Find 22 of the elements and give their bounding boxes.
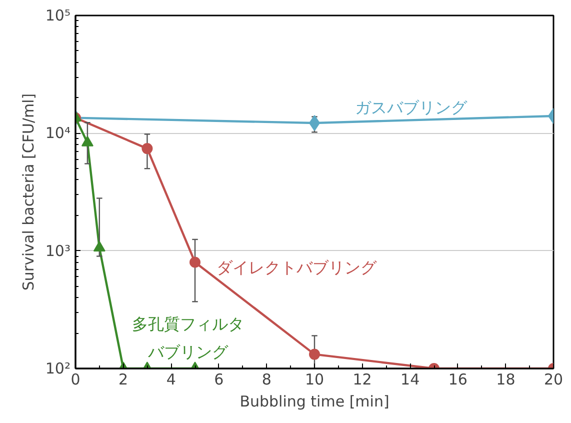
x-tick-label: 16 [448,370,468,388]
x-tick-label: 2 [118,370,128,388]
y-axis-title: Survival bacteria [CFU/ml] [19,93,38,291]
y-tick-label: 10³ [45,242,71,260]
series-label: ガスバブリング [355,98,468,117]
x-tick-label: 20 [544,370,564,388]
x-tick-label: 8 [262,370,272,388]
x-axis-title: Bubbling time [min] [240,392,390,410]
x-tick-label: 0 [70,370,80,388]
series-label: ダイレクトバブリング [216,258,378,277]
x-tick-label: 10 [304,370,324,388]
y-tick-label: 10⁴ [45,124,71,142]
x-tick-label: 6 [214,370,224,388]
y-tick-label: 10² [45,360,71,378]
series-label: 多孔質フィルタバブリング [132,314,244,362]
x-tick-label: 14 [400,370,420,388]
x-tick-label: 18 [496,370,516,388]
x-tick-label: 4 [166,370,176,388]
point [93,241,106,252]
y-tick-label: 10⁵ [45,6,71,24]
x-tick-label: 12 [352,370,372,388]
point [81,136,94,146]
